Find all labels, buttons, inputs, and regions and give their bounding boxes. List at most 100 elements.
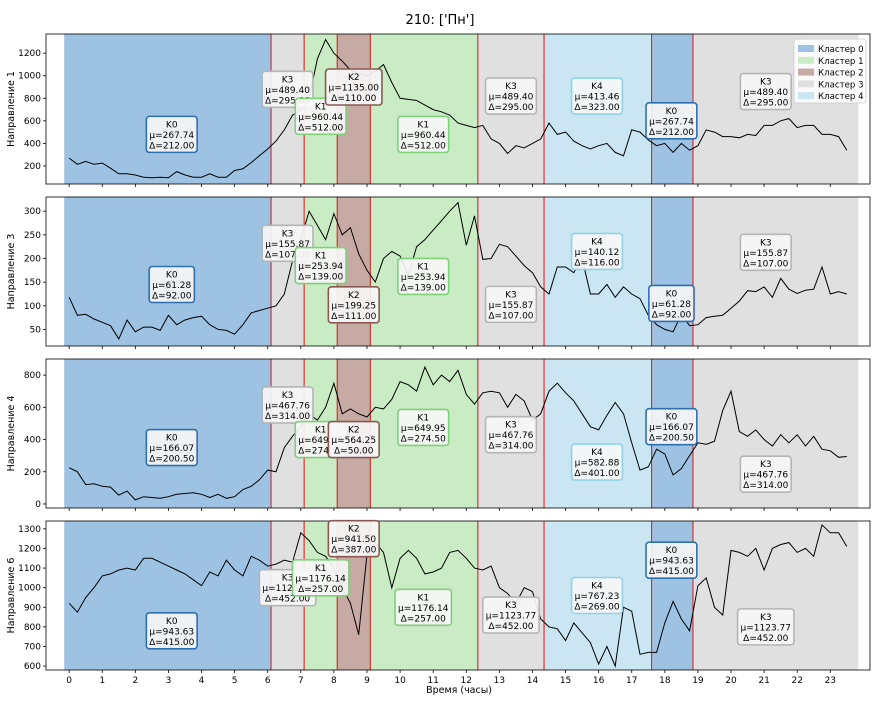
annotation-text: K4 <box>591 448 603 458</box>
annotation-text: K2 <box>348 73 360 83</box>
annotation-text: Δ=212.00 <box>149 141 194 151</box>
y-tick-label: 700 <box>24 642 41 652</box>
annotation-text: μ=960.44 <box>401 131 446 141</box>
annotation-text: K3 <box>760 613 772 623</box>
annotation-box <box>324 68 383 106</box>
cluster-annotation: K2μ=564.25Δ=50.00 <box>327 420 380 459</box>
cluster-annotation: K3μ=467.76Δ=314.00 <box>484 415 538 454</box>
y-tick-label: 1200 <box>18 544 41 554</box>
annotation-text: μ=61.28 <box>152 281 191 291</box>
annotation-box <box>397 115 450 154</box>
x-tick-label: 11 <box>427 676 438 686</box>
annotation-text: K3 <box>282 391 294 401</box>
annotation-box <box>145 428 198 467</box>
annotation-text: Δ=295.00 <box>265 96 310 106</box>
x-tick-label: 4 <box>199 676 205 686</box>
annotation-text: μ=489.40 <box>265 86 310 96</box>
cluster-annotation: K1μ=960.44Δ=512.00 <box>294 97 347 136</box>
cluster-annotation: K0μ=166.07Δ=200.50 <box>145 428 198 467</box>
annotation-text: K0 <box>666 289 678 299</box>
cluster-band <box>544 197 652 346</box>
y-tick-label: 200 <box>24 162 41 172</box>
y-tick-label: 600 <box>24 117 41 127</box>
chart-panel: 600 700 800 900 1000 1100 1200 1300 Направление … <box>6 519 871 673</box>
annotation-box <box>736 608 795 646</box>
annotation-text: K4 <box>591 237 603 247</box>
annotation-box <box>570 443 624 481</box>
series-line <box>68 38 848 179</box>
annotation-text: K0 <box>166 434 178 444</box>
legend-swatch <box>798 68 814 76</box>
annotation-text: K1 <box>417 413 429 423</box>
annotation-text: K2 <box>348 291 360 301</box>
annotation-text: μ=941.50 <box>331 535 376 545</box>
annotation-box <box>484 285 538 324</box>
y-axis-label: Направление 3 <box>6 234 17 310</box>
series-line <box>68 365 847 501</box>
x-tick-label: 22 <box>791 676 802 686</box>
x-tick-label: 23 <box>825 676 836 686</box>
y-tick-label: 100 <box>24 302 41 312</box>
cluster-annotation: K0μ=943.63Δ=415.00 <box>145 611 198 650</box>
cluster-annotation: K3μ=467.76Δ=314.00 <box>261 386 314 424</box>
y-axis-label: Направление 6 <box>6 558 17 634</box>
annotation-text: Δ=274.50 <box>401 434 446 444</box>
annotation-text: μ=155.87 <box>489 301 534 311</box>
annotation-box <box>484 415 538 454</box>
cluster-annotation: K3μ=155.87Δ=107.00 <box>484 285 538 324</box>
x-axis-label: Время (часы) <box>426 685 492 696</box>
annotation-text: μ=1123.77 <box>741 623 791 633</box>
cluster-annotation: K4μ=582.88Δ=401.00 <box>570 443 624 481</box>
annotation-text: K3 <box>760 238 772 248</box>
cluster-annotation: K3μ=467.76Δ=314.00 <box>739 455 792 493</box>
annotation-box <box>294 97 347 136</box>
y-tick-label: 1300 <box>18 525 41 535</box>
cluster-annotation: K3μ=489.40Δ=295.00 <box>739 72 792 111</box>
plot-frame <box>45 33 871 185</box>
y-tick-label: 400 <box>24 436 41 446</box>
annotation-text: Δ=512.00 <box>298 123 343 133</box>
x-tick-label: 10 <box>394 676 406 686</box>
cluster-band <box>651 197 693 346</box>
annotation-text: K3 <box>505 421 517 431</box>
annotation-text: Δ=314.00 <box>488 442 533 452</box>
annotation-box <box>481 596 540 634</box>
x-tick-label: 6 <box>265 676 271 686</box>
annotation-text: μ=649.95 <box>298 436 343 446</box>
cluster-annotation: K3μ=155.87Δ=107.00 <box>739 233 792 272</box>
legend-label: Кластер 3 <box>818 80 864 90</box>
series-line <box>68 201 847 340</box>
annotation-box <box>327 286 380 324</box>
annotation-text: K0 <box>666 413 678 423</box>
annotation-text: Δ=257.00 <box>298 585 343 595</box>
annotation-text: K3 <box>505 82 517 92</box>
annotation-text: μ=467.76 <box>265 401 310 411</box>
cluster-annotation: K3μ=1123.77Δ=452.00 <box>736 608 795 646</box>
cluster-annotation: K2μ=941.50Δ=387.00 <box>327 519 380 558</box>
annotation-text: μ=155.87 <box>743 249 788 259</box>
annotation-text: K2 <box>348 525 360 535</box>
annotation-text: Δ=452.00 <box>488 622 533 632</box>
annotation-box <box>739 233 792 272</box>
annotation-box <box>645 541 698 580</box>
annotation-box <box>648 284 695 323</box>
annotation-text: K3 <box>505 290 517 300</box>
x-tick-label: 15 <box>560 676 571 686</box>
cluster-band <box>692 521 859 670</box>
annotation-text: μ=1123.77 <box>486 612 536 622</box>
y-tick-label: 0 <box>35 500 41 510</box>
x-tick-label: 5 <box>232 676 238 686</box>
plot-frame <box>45 358 871 509</box>
annotation-text: μ=943.63 <box>149 627 194 637</box>
y-tick-label: 800 <box>24 94 41 104</box>
legend-label: Кластер 2 <box>818 69 864 79</box>
cluster-annotation: K0μ=61.28Δ=92.00 <box>648 284 695 323</box>
y-tick-label: 1100 <box>18 564 41 574</box>
annotation-text: Δ=295.00 <box>488 103 533 113</box>
cluster-annotation: K0μ=267.74Δ=212.00 <box>145 115 198 154</box>
cluster-annotation: K4μ=767.23Δ=269.00 <box>570 576 624 615</box>
